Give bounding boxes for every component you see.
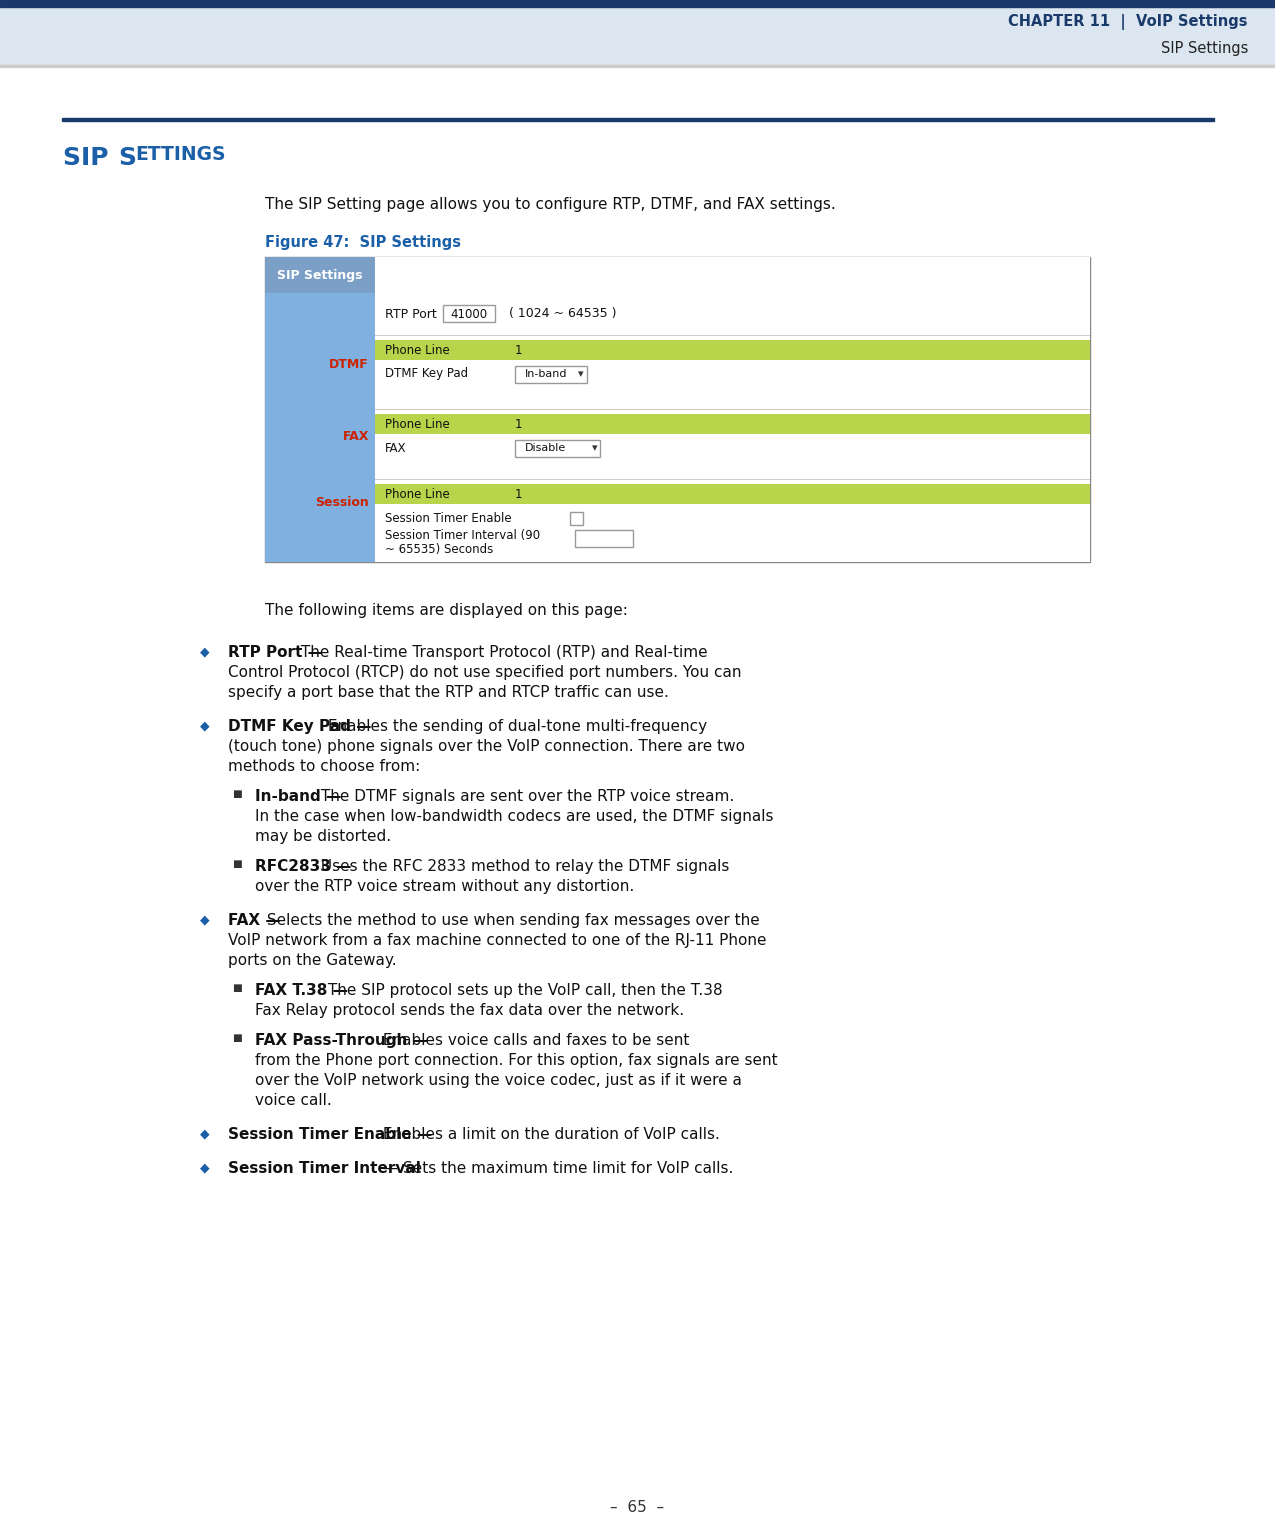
- Text: DTMF Key Pad: DTMF Key Pad: [385, 368, 468, 380]
- Text: Enables the sending of dual-tone multi-frequency: Enables the sending of dual-tone multi-f…: [324, 719, 708, 734]
- Text: Phone Line: Phone Line: [385, 418, 450, 430]
- Text: FAX —: FAX —: [228, 913, 280, 928]
- Text: Phone Line: Phone Line: [385, 487, 450, 501]
- Text: CHAPTER 11  |  VoIP Settings: CHAPTER 11 | VoIP Settings: [1009, 14, 1248, 31]
- Text: Phone Line: Phone Line: [385, 343, 450, 357]
- Text: The SIP Setting page allows you to configure RTP, DTMF, and FAX settings.: The SIP Setting page allows you to confi…: [265, 198, 835, 213]
- Text: DTMF: DTMF: [329, 358, 368, 371]
- Text: In the case when low-bandwidth codecs are used, the DTMF signals: In the case when low-bandwidth codecs ar…: [255, 809, 774, 824]
- Text: over the RTP voice stream without any distortion.: over the RTP voice stream without any di…: [255, 879, 634, 895]
- Text: specify a port base that the RTP and RTCP traffic can use.: specify a port base that the RTP and RTC…: [228, 685, 669, 700]
- Bar: [375, 257, 1090, 562]
- Text: FAX T.38 —: FAX T.38 —: [255, 984, 348, 997]
- Text: The Real-time Transport Protocol (RTP) and Real-time: The Real-time Transport Protocol (RTP) a…: [296, 645, 708, 660]
- Text: may be distorted.: may be distorted.: [255, 829, 391, 844]
- Bar: [375, 484, 1090, 504]
- Text: ETTINGS: ETTINGS: [135, 146, 226, 164]
- Text: 1: 1: [515, 343, 523, 357]
- Text: ▾: ▾: [592, 443, 598, 453]
- Text: (touch tone) phone signals over the VoIP connection. There are two: (touch tone) phone signals over the VoIP…: [228, 738, 745, 754]
- Text: 1: 1: [515, 418, 523, 430]
- Bar: [575, 530, 632, 547]
- Text: ■: ■: [232, 789, 242, 800]
- Text: ◆: ◆: [200, 913, 209, 925]
- Bar: [265, 257, 375, 293]
- Text: ■: ■: [232, 984, 242, 993]
- Text: ◆: ◆: [200, 1128, 209, 1140]
- Text: The following items are displayed on this page:: The following items are displayed on thi…: [265, 604, 627, 617]
- Text: VoIP network from a fax machine connected to one of the RJ-11 Phone: VoIP network from a fax machine connecte…: [228, 933, 766, 948]
- Text: ◆: ◆: [200, 645, 209, 659]
- Text: Enables voice calls and faxes to be sent: Enables voice calls and faxes to be sent: [377, 1033, 688, 1048]
- Text: SIP Settings: SIP Settings: [277, 268, 363, 282]
- Bar: [515, 366, 586, 383]
- Text: Selects the method to use when sending fax messages over the: Selects the method to use when sending f…: [263, 913, 760, 928]
- Text: In-band —: In-band —: [255, 789, 342, 804]
- Text: ◆: ◆: [200, 719, 209, 732]
- Text: DTMF Key Pad —: DTMF Key Pad —: [228, 719, 371, 734]
- Bar: [515, 440, 601, 457]
- Text: FAX Pass-Through —: FAX Pass-Through —: [255, 1033, 428, 1048]
- Text: from the Phone port connection. For this option, fax signals are sent: from the Phone port connection. For this…: [255, 1052, 778, 1068]
- Text: Session Timer Enable —: Session Timer Enable —: [228, 1128, 432, 1141]
- Text: Session Timer Interval (90: Session Timer Interval (90: [385, 530, 541, 542]
- Text: SIP: SIP: [62, 146, 117, 170]
- Bar: [375, 340, 1090, 360]
- Text: ■: ■: [232, 1033, 242, 1043]
- Bar: [0, 64, 1275, 67]
- Text: methods to choose from:: methods to choose from:: [228, 758, 421, 774]
- Text: 41000: 41000: [450, 308, 487, 320]
- Text: Control Protocol (RTCP) do not use specified port numbers. You can: Control Protocol (RTCP) do not use speci…: [228, 665, 742, 680]
- Text: FAX: FAX: [385, 441, 407, 455]
- Text: Session: Session: [315, 496, 368, 510]
- Bar: [375, 414, 1090, 434]
- Text: FAX: FAX: [343, 430, 368, 443]
- Text: Disable: Disable: [525, 443, 566, 453]
- Bar: [265, 257, 1090, 562]
- Text: — Sets the maximum time limit for VoIP calls.: — Sets the maximum time limit for VoIP c…: [379, 1161, 733, 1177]
- Text: In-band: In-band: [525, 369, 567, 378]
- Text: Session Timer Interval: Session Timer Interval: [228, 1161, 421, 1177]
- Text: Fax Relay protocol sends the fax data over the network.: Fax Relay protocol sends the fax data ov…: [255, 1003, 685, 1017]
- Text: Enables a limit on the duration of VoIP calls.: Enables a limit on the duration of VoIP …: [379, 1128, 720, 1141]
- Bar: [62, 118, 1214, 121]
- Text: RTP Port: RTP Port: [385, 308, 437, 320]
- Text: 1: 1: [515, 487, 523, 501]
- Text: voice call.: voice call.: [255, 1092, 332, 1108]
- Bar: [265, 257, 375, 562]
- Text: ■: ■: [232, 859, 242, 869]
- Text: ◆: ◆: [200, 1161, 209, 1174]
- Bar: [0, 0, 1275, 8]
- Text: SIP Settings: SIP Settings: [1160, 40, 1248, 55]
- Text: ports on the Gateway.: ports on the Gateway.: [228, 953, 397, 968]
- Text: ▾: ▾: [578, 369, 584, 378]
- Text: Figure 47:  SIP Settings: Figure 47: SIP Settings: [265, 234, 462, 250]
- Text: RTP Port —: RTP Port —: [228, 645, 323, 660]
- Bar: [570, 512, 583, 525]
- Text: The SIP protocol sets up the VoIP call, then the T.38: The SIP protocol sets up the VoIP call, …: [323, 984, 723, 997]
- Text: ( 1024 ~ 64535 ): ( 1024 ~ 64535 ): [501, 308, 617, 320]
- Text: ~ 65535) Seconds: ~ 65535) Seconds: [385, 542, 493, 556]
- Text: S: S: [119, 146, 136, 170]
- Text: Session Timer Enable: Session Timer Enable: [385, 512, 511, 524]
- Text: RFC2833 —: RFC2833 —: [255, 859, 352, 873]
- Bar: [0, 8, 1275, 64]
- Text: –  65  –: – 65 –: [609, 1500, 664, 1515]
- Text: The DTMF signals are sent over the RTP voice stream.: The DTMF signals are sent over the RTP v…: [316, 789, 734, 804]
- Text: Uses the RFC 2833 method to relay the DTMF signals: Uses the RFC 2833 method to relay the DT…: [316, 859, 729, 873]
- Text: over the VoIP network using the voice codec, just as if it were a: over the VoIP network using the voice co…: [255, 1072, 742, 1088]
- Bar: [442, 305, 495, 322]
